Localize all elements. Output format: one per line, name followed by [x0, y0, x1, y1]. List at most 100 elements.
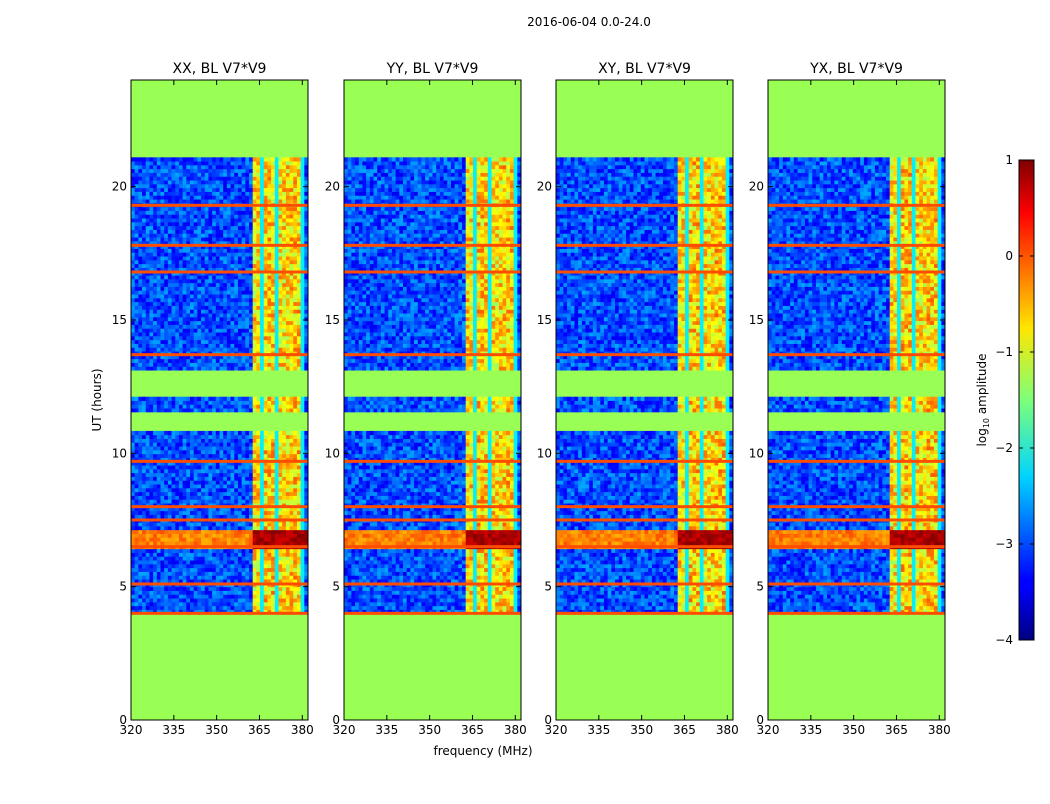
heatmap-cell	[241, 609, 246, 614]
heatmap-cell	[131, 347, 136, 352]
heatmap-cell	[304, 525, 309, 531]
heatmap-cell	[237, 309, 243, 314]
heatmap-cell	[171, 579, 176, 584]
heatmap-cell	[241, 256, 246, 261]
heatmap-cell	[193, 567, 198, 572]
heatmap-cell	[289, 362, 294, 367]
heatmap-cell	[215, 305, 220, 310]
heatmap-cell	[285, 491, 290, 496]
heatmap-cell	[190, 556, 195, 561]
heatmap-cell	[160, 176, 165, 181]
heatmap-cell	[289, 453, 294, 458]
heatmap-cell	[267, 297, 272, 303]
heatmap-cell	[282, 465, 287, 470]
heatmap-cell	[282, 309, 287, 314]
heatmap-cell	[171, 347, 176, 352]
heatmap-cell	[230, 320, 235, 325]
heatmap-cell	[230, 294, 235, 299]
heatmap-cell	[204, 529, 209, 534]
heatmap-cell	[241, 404, 246, 409]
heatmap-cell	[201, 522, 206, 527]
heatmap-cell	[285, 495, 290, 500]
heatmap-cell	[226, 267, 231, 272]
heatmap-cell	[260, 240, 265, 246]
heatmap-cell	[241, 218, 246, 223]
heatmap-cell	[182, 225, 187, 230]
heatmap-cell	[201, 263, 206, 268]
heatmap-cell	[215, 476, 220, 481]
heatmap-cell	[293, 305, 298, 310]
heatmap-cell	[278, 332, 283, 337]
heatmap-cell	[304, 461, 309, 466]
heatmap-cell	[182, 206, 187, 211]
heatmap-cell	[131, 252, 136, 257]
heatmap-cell	[171, 218, 176, 223]
heatmap-cell	[145, 514, 150, 519]
heatmap-cell	[153, 229, 158, 234]
heatmap-cell	[204, 446, 209, 451]
heatmap-cell	[149, 525, 154, 531]
heatmap-cell	[263, 263, 268, 268]
heatmap-cell	[249, 522, 254, 527]
heatmap-cell	[296, 278, 302, 284]
heatmap-cell	[263, 487, 268, 493]
heatmap-cell	[282, 491, 287, 496]
heatmap-cell	[289, 366, 294, 371]
heatmap-cell	[186, 525, 191, 531]
heatmap-cell	[219, 449, 224, 455]
heatmap-cell	[300, 297, 305, 303]
heatmap-cell	[134, 286, 139, 291]
heatmap-cell	[226, 218, 231, 223]
heatmap-cell	[234, 263, 239, 268]
heatmap-cell	[178, 343, 184, 348]
heatmap-cell	[156, 362, 161, 367]
heatmap-cell	[237, 408, 243, 413]
heatmap-cell	[289, 408, 294, 413]
heatmap-cell	[182, 343, 187, 348]
heatmap-cell	[190, 430, 195, 436]
heatmap-cell	[278, 335, 283, 341]
heatmap-cell	[263, 522, 268, 527]
heatmap-cell	[260, 320, 265, 325]
heatmap-cell	[190, 237, 195, 242]
heatmap-cell	[260, 259, 265, 265]
heatmap-cell	[245, 172, 250, 177]
heatmap-cell	[182, 332, 187, 337]
heatmap-cell	[204, 324, 209, 329]
heatmap-cell	[304, 316, 309, 322]
heatmap-cell	[186, 598, 191, 603]
heatmap-cell	[260, 297, 265, 303]
heatmap-cell	[234, 233, 239, 238]
heatmap-cell	[149, 354, 154, 360]
heatmap-cell	[304, 275, 309, 280]
heatmap-cell	[267, 567, 272, 572]
heatmap-cell	[249, 263, 254, 268]
heatmap-cell	[278, 529, 283, 534]
heatmap-cell	[263, 183, 268, 189]
heatmap-cell	[219, 286, 224, 291]
heatmap-cell	[131, 434, 136, 439]
heatmap-cell	[186, 484, 191, 489]
heatmap-cell	[145, 400, 150, 405]
heatmap-cell	[175, 575, 180, 580]
heatmap-cell	[234, 328, 239, 333]
heatmap-cell	[131, 457, 136, 462]
heatmap-cell	[252, 484, 257, 489]
heatmap-cell	[304, 248, 309, 253]
heatmap-cell	[149, 586, 154, 591]
heatmap-cell	[142, 556, 147, 561]
heatmap-cell	[171, 233, 176, 238]
heatmap-cell	[234, 579, 239, 584]
heatmap-cell	[153, 529, 158, 534]
heatmap-cell	[226, 282, 231, 287]
heatmap-cell	[256, 354, 261, 360]
heatmap-cell	[193, 484, 198, 489]
heatmap-cell	[271, 263, 276, 268]
heatmap-cell	[186, 354, 191, 360]
heatmap-cell	[153, 579, 158, 584]
heatmap-cell	[256, 548, 261, 553]
heatmap-cell	[234, 172, 239, 177]
heatmap-cell	[182, 210, 187, 215]
heatmap-cell	[226, 510, 231, 515]
heatmap-cell	[131, 541, 136, 546]
